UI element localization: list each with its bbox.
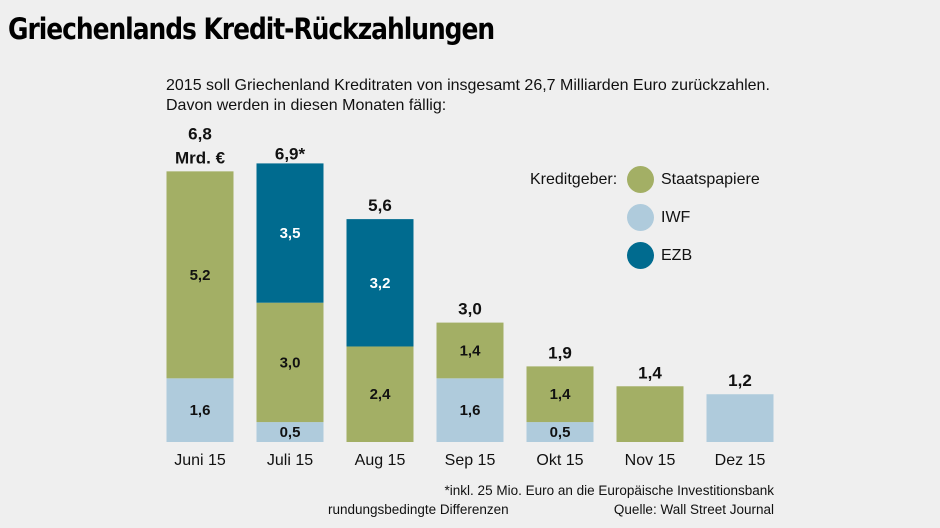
bar-segment-staatspapiere (346, 346, 414, 442)
footnote-asterisk: *inkl. 25 Mio. Euro an die Europäische I… (444, 483, 774, 498)
segment-value-label: 1,4 (550, 386, 572, 403)
x-tick-label: Dez 15 (715, 452, 766, 469)
legend-item-staatspapiere: Staatspapiere (627, 166, 760, 193)
subtitle-line-2: Davon werden in diesen Monaten fällig: (166, 97, 447, 114)
segment-value-label: 0,5 (550, 424, 571, 441)
bar-segment-staatspapiere (256, 302, 324, 423)
total-value-label: 1,9 (548, 343, 572, 362)
total-value-label: 3,0 (458, 300, 482, 319)
x-tick-label: Juni 15 (174, 452, 226, 469)
footnote-source: Quelle: Wall Street Journal (613, 502, 774, 517)
bar-segment-staatspapiere (436, 322, 504, 379)
bar-segment-iwf (166, 378, 234, 442)
footnote-rounding: rundungsbedingte Differenzen (328, 502, 509, 517)
segment-value-label: 1,6 (190, 402, 211, 419)
segment-value-label: 1,6 (460, 402, 481, 419)
legend-title: Kreditgeber: (530, 171, 618, 188)
legend-swatch-ezb (627, 242, 654, 269)
x-tick-label: Okt 15 (536, 452, 583, 469)
bar-segment-staatspapiere (616, 386, 684, 442)
total-value-label: 5,6 (368, 196, 392, 215)
bar-segment-iwf (526, 422, 594, 442)
segment-value-label: 1,4 (460, 342, 482, 359)
segment-value-label: 2,4 (370, 386, 392, 403)
x-tick-label: Juli 15 (267, 452, 313, 469)
legend-swatch-iwf (627, 204, 654, 231)
bar-segment-staatspapiere (166, 171, 234, 379)
segment-value-label: 5,2 (190, 267, 211, 284)
segment-value-label: 3,5 (280, 225, 301, 242)
legend-item-iwf: IWF (627, 204, 690, 231)
bar-segment-iwf (256, 422, 324, 442)
x-tick-label: Sep 15 (445, 452, 496, 469)
total-value-label: 1,2 (728, 371, 752, 390)
legend-item-ezb: EZB (627, 242, 692, 269)
segment-value-label: 0,5 (280, 424, 301, 441)
chart-title: Griechenlands Kredit-Rückzahlungen (8, 12, 495, 46)
legend-swatch-staatspapiere (627, 166, 654, 193)
x-tick-label: Nov 15 (625, 452, 676, 469)
legend-label: Staatspapiere (661, 170, 760, 188)
segment-value-label: 3,2 (370, 275, 391, 292)
total-value-label: 6,9* (275, 144, 306, 163)
legend-label: IWF (661, 208, 691, 226)
bar-segment-ezb (346, 219, 414, 347)
bar-segment-ezb (256, 163, 324, 303)
legend-label: EZB (661, 246, 693, 264)
subtitle-line-1: 2015 soll Griechenland Kreditraten von i… (166, 77, 770, 94)
chart-subtitle: 2015 soll Griechenland Kreditraten von i… (166, 76, 770, 116)
segment-value-label: 3,0 (280, 354, 301, 371)
x-tick-label: Aug 15 (355, 452, 406, 469)
bar-segment-staatspapiere (526, 366, 594, 423)
bar-segment-iwf (436, 378, 504, 442)
unit-label: Mrd. € (175, 148, 226, 167)
bar-segment-iwf (706, 394, 774, 442)
total-value-label: 1,4 (638, 363, 662, 382)
total-value-label: 6,8 (188, 124, 212, 143)
